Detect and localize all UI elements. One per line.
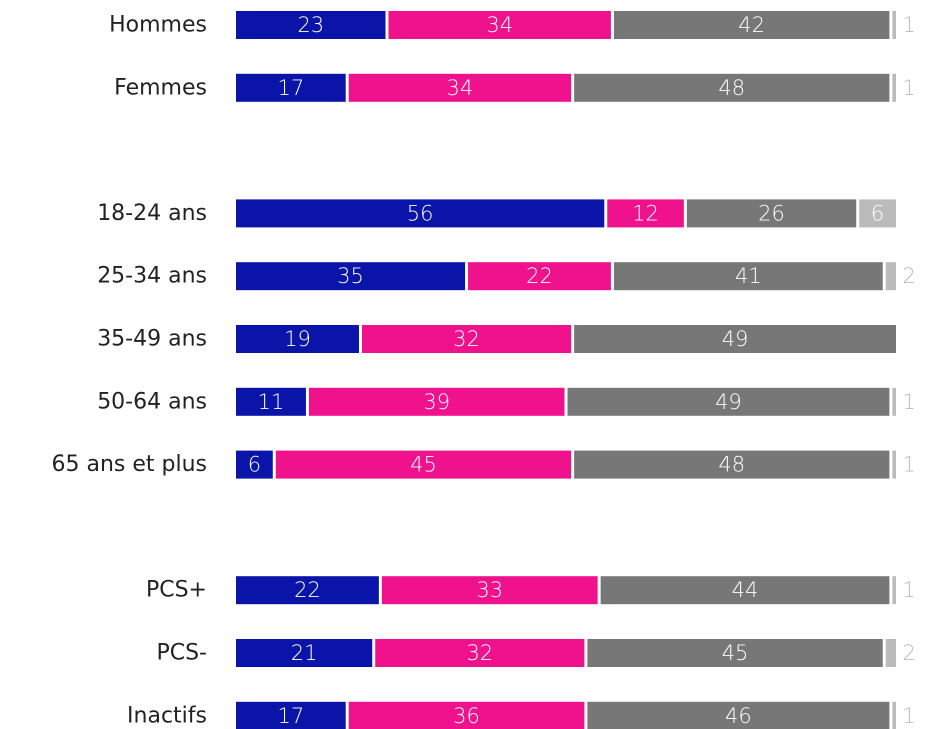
bar-segment — [567, 387, 890, 416]
value-label: 49 — [715, 390, 742, 414]
bar-segment — [236, 11, 386, 39]
bar-segment — [236, 325, 359, 353]
category-label: PCS- — [156, 641, 207, 666]
bar-segment — [236, 701, 346, 729]
value-label: 19 — [284, 327, 311, 351]
bar-segment — [613, 11, 890, 39]
value-label: 41 — [735, 264, 762, 288]
value-label: 33 — [476, 578, 503, 602]
bar-segment — [892, 576, 896, 605]
value-label: 42 — [738, 13, 765, 37]
value-label: 6 — [248, 453, 261, 477]
bar-segment — [587, 701, 890, 729]
value-label: 32 — [453, 327, 480, 351]
bar-segment — [885, 262, 896, 291]
value-label: 17 — [277, 704, 304, 728]
bar-segment — [348, 73, 572, 102]
category-label: PCS+ — [146, 578, 207, 603]
bar-segment — [859, 199, 896, 228]
category-label: 35-49 ans — [97, 327, 207, 352]
value-label: 56 — [407, 201, 434, 225]
category-label: Inactifs — [127, 703, 207, 728]
bar-segment — [892, 450, 896, 479]
value-label: 48 — [718, 453, 745, 477]
bar-segment — [613, 262, 883, 291]
value-label: 44 — [732, 578, 759, 602]
bar-segment — [574, 325, 896, 353]
value-label: 36 — [453, 704, 480, 728]
bar-segment — [236, 639, 373, 667]
bar-segment — [308, 387, 565, 416]
value-label: 6 — [871, 201, 884, 225]
value-label: 34 — [486, 13, 513, 37]
category-label: 65 ans et plus — [51, 452, 207, 477]
bar-segment — [388, 11, 611, 39]
value-label: 11 — [258, 390, 285, 414]
value-label: 48 — [718, 76, 745, 100]
value-label: 1 — [902, 76, 915, 100]
value-label: 35 — [337, 264, 364, 288]
bar-segment — [892, 387, 896, 416]
value-label: 1 — [902, 13, 915, 37]
bar-segment — [236, 73, 346, 102]
bar-segment — [381, 576, 598, 605]
category-label: 50-64 ans — [97, 389, 207, 414]
bar-segment — [236, 199, 605, 228]
value-label: 1 — [902, 390, 915, 414]
bar-segment — [236, 387, 306, 416]
bar-segment — [236, 576, 379, 605]
value-label: 1 — [902, 578, 915, 602]
value-label: 34 — [447, 76, 474, 100]
bar-segment — [686, 199, 857, 228]
category-label: 18-24 ans — [97, 201, 207, 226]
value-label: 23 — [297, 13, 324, 37]
bar-segment — [892, 73, 896, 102]
bar-segment — [607, 199, 684, 228]
category-label: Hommes — [109, 13, 207, 38]
bar-segment — [892, 701, 896, 729]
category-label: Femmes — [114, 75, 207, 100]
value-label: 12 — [632, 201, 659, 225]
value-label: 17 — [277, 76, 304, 100]
value-label: 22 — [294, 578, 321, 602]
category-label: 25-34 ans — [97, 264, 207, 289]
bar-segment — [361, 325, 572, 353]
bar-segment — [236, 450, 273, 479]
value-label: 26 — [758, 201, 785, 225]
bar-segment — [892, 11, 896, 39]
bar-segment — [236, 262, 466, 291]
bar-segment — [375, 639, 585, 667]
value-label: 39 — [423, 390, 450, 414]
value-label: 21 — [291, 641, 318, 665]
bar-segment — [468, 262, 611, 291]
value-label: 32 — [466, 641, 493, 665]
value-label: 2 — [902, 264, 915, 288]
bar-segment — [574, 73, 890, 102]
value-label: 45 — [722, 641, 749, 665]
value-label: 22 — [526, 264, 553, 288]
bar-segment — [348, 701, 585, 729]
value-label: 1 — [902, 453, 915, 477]
bar-segment — [275, 450, 572, 479]
value-label: 45 — [410, 453, 437, 477]
value-label: 1 — [902, 704, 915, 728]
bar-segment — [587, 639, 883, 667]
value-label: 49 — [722, 327, 749, 351]
value-label: 46 — [725, 704, 752, 728]
bar-segment — [885, 639, 896, 667]
bar-segment — [574, 450, 890, 479]
value-label: 2 — [902, 641, 915, 665]
bar-segment — [600, 576, 890, 605]
